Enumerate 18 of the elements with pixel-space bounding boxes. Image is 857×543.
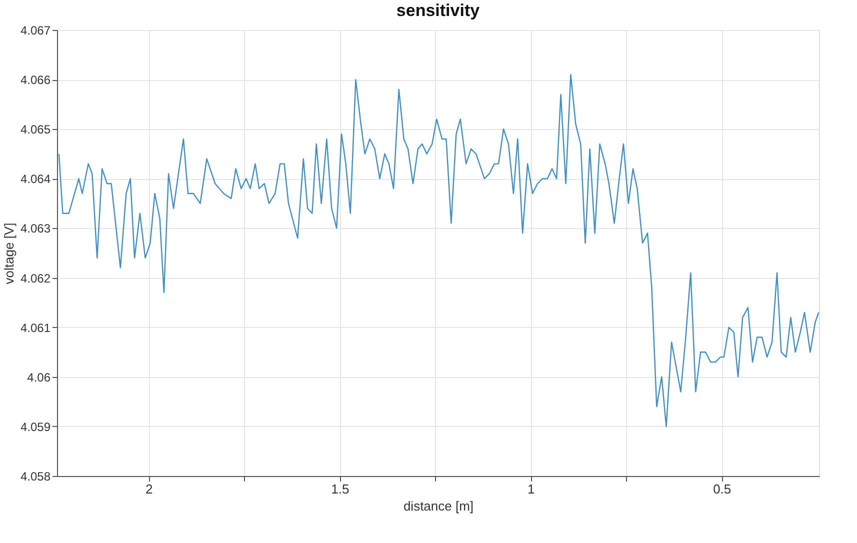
x-tick-label: 2 — [146, 482, 153, 496]
y-tick-label: 4.058 — [20, 470, 51, 484]
y-tick-label: 4.062 — [20, 271, 51, 286]
y-axis-title: voltage [V] — [1, 222, 16, 284]
y-tick-label: 4.065 — [20, 122, 51, 137]
x-axis-title: distance [m] — [403, 498, 474, 514]
y-tick-label: 4.067 — [20, 24, 51, 38]
y-tick-label: 4.066 — [20, 73, 51, 88]
y-tick-label: 4.064 — [20, 172, 51, 186]
x-tick-label: 0.5 — [713, 482, 732, 496]
chart-title: sensitivity — [396, 1, 480, 20]
y-tick-label: 4.061 — [20, 320, 51, 335]
y-tick-label: 4.06 — [27, 370, 51, 384]
y-tick-label: 4.063 — [20, 222, 51, 236]
line-series — [58, 74, 819, 428]
y-tick-label: 4.059 — [20, 420, 51, 434]
x-tick-label: 1.5 — [331, 482, 350, 496]
x-tick-label: 1 — [528, 482, 535, 496]
